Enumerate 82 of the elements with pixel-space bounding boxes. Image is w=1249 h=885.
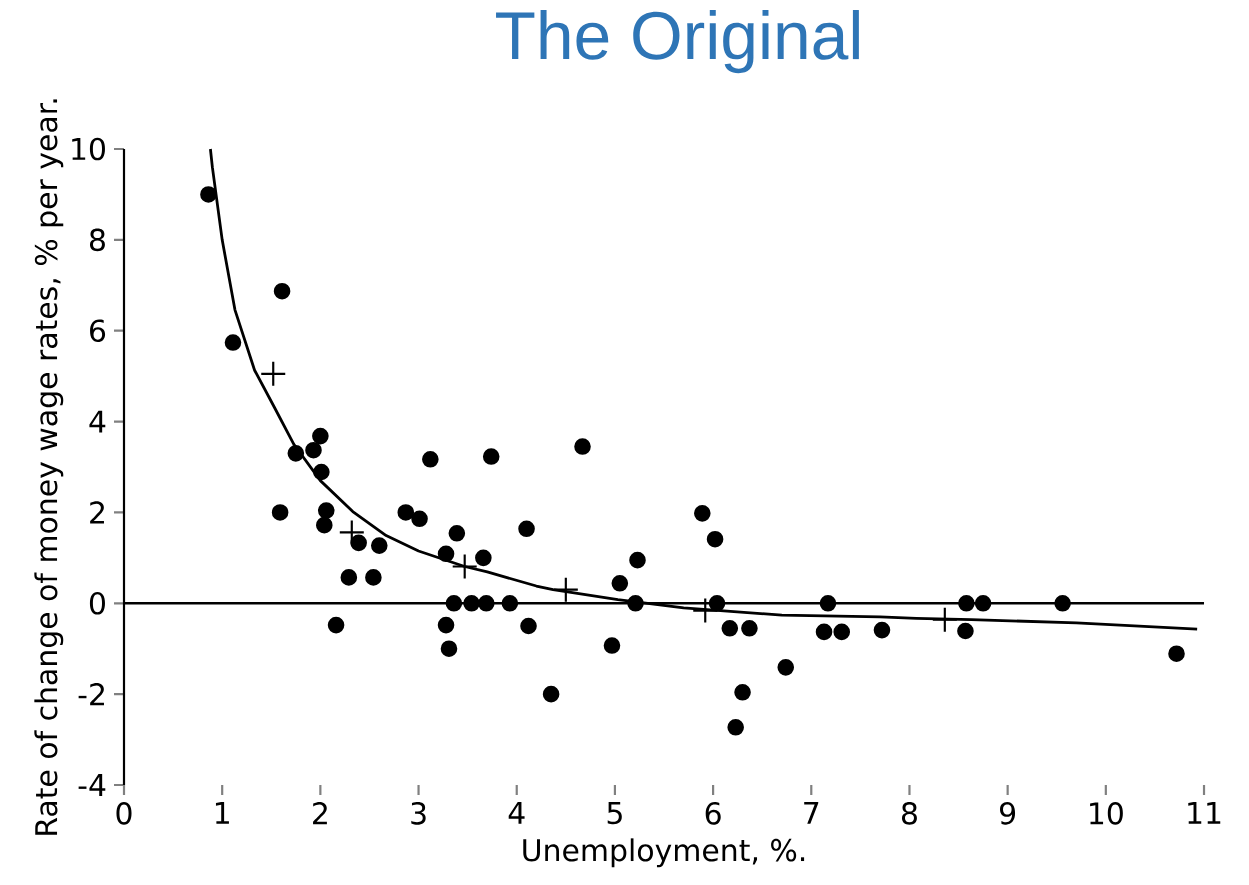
x-tick-label: 0 [116,802,132,825]
point [693,598,718,623]
x-tick-label: 6 [705,802,721,825]
x-tick-label: 3 [411,802,426,825]
point [974,594,992,612]
x-tick-label: 4 [508,802,525,824]
point [422,450,439,468]
point [475,549,492,567]
point [727,719,744,736]
point [553,577,578,602]
y-tick-label: 6 [90,319,106,343]
y-axis-title: Rate of change of money wage rates, % per year. [34,99,64,835]
x-tick-label: 9 [1000,802,1016,825]
point [287,445,305,462]
point [437,545,455,563]
point [694,505,711,522]
x-tick-label: 1 [215,802,229,824]
point [706,530,724,548]
point [1054,594,1071,612]
point [445,594,463,612]
x-tick-label: 2 [313,802,327,825]
point [317,502,335,519]
point [397,504,415,521]
point [315,516,333,534]
point [1168,645,1185,663]
y-tick-label: 10 [72,137,105,161]
y-tick-label: 8 [89,228,105,252]
y-tick-label: 4 [89,410,106,433]
point [932,607,957,632]
point [477,594,495,612]
point [340,569,358,586]
point [200,186,217,203]
point [350,534,367,552]
y-tick-label: 0 [89,591,105,615]
point [574,438,591,455]
point [741,619,758,637]
x-tick-label: 5 [607,802,622,825]
point [833,623,851,641]
y-tick-label: -4 [78,774,106,796]
point [327,616,345,634]
x-tick-label: 7 [804,802,819,824]
point [482,448,500,465]
y-tick-label: -2 [78,683,104,706]
point [365,569,382,586]
point [611,574,629,592]
point [440,640,458,658]
point [627,594,644,612]
point [273,282,291,300]
point [437,616,455,634]
point [815,623,833,641]
point [603,637,621,654]
x-tick-label: 10 [1090,802,1123,825]
x-tick-label: 11 [1188,802,1221,824]
x-axis-title: Unemployment, %. [523,838,805,868]
point [339,520,364,545]
point [721,619,739,637]
point [958,594,975,612]
point [452,554,477,579]
x-tick-label: 8 [901,802,917,825]
point [501,594,519,612]
point [708,594,726,612]
point [261,361,286,386]
y-tick-label: 2 [90,501,104,524]
chart-title: The Original [496,10,859,74]
point [819,594,837,612]
point [518,520,535,538]
point [224,334,242,351]
point [305,441,322,459]
point [411,510,428,528]
point [271,504,289,521]
point [463,594,480,612]
point [957,622,974,640]
point [370,537,388,554]
point [520,617,537,635]
point [542,685,560,703]
point [313,463,330,481]
point [448,525,466,542]
point [629,551,646,569]
point [312,427,329,445]
point [873,621,891,639]
point [734,684,751,701]
point [777,659,795,676]
